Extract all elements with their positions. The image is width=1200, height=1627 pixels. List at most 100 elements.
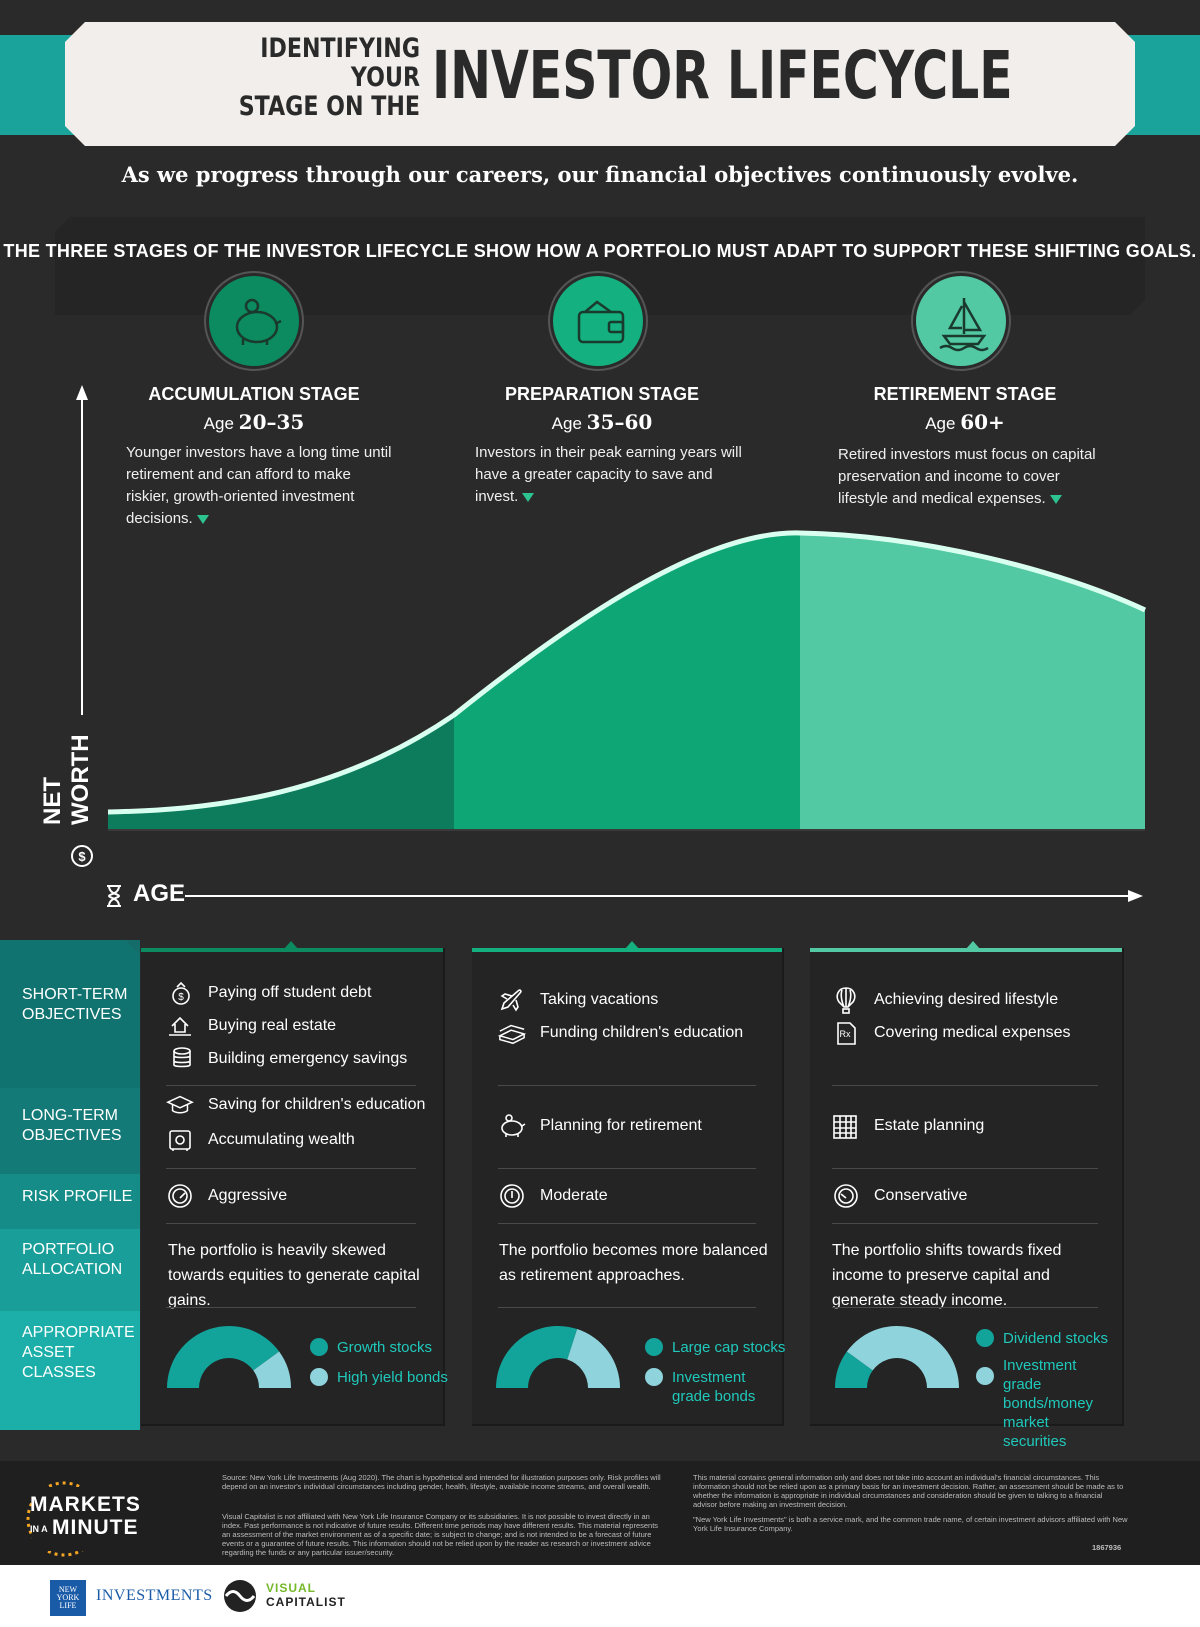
title-small-line2: STAGE ON THE <box>238 91 420 122</box>
svg-text:$: $ <box>178 992 184 1003</box>
divider <box>498 1168 756 1169</box>
airplane-icon <box>498 986 526 1014</box>
stage-1-age: Age 20–35 <box>203 410 305 434</box>
list-item: Estate planning <box>832 1112 984 1140</box>
list-item: Buying real estate <box>166 1012 336 1040</box>
brand-in-a: IN A <box>30 1524 48 1534</box>
money-bag-icon: $ <box>166 979 194 1007</box>
house-hand-icon <box>166 1012 194 1040</box>
donut-chart <box>835 1326 959 1388</box>
list-item: Accumulating wealth <box>166 1126 355 1154</box>
panel-top-bar <box>472 948 782 952</box>
row-label-short-term: SHORT-TERM OBJECTIVES <box>22 986 128 1023</box>
graduation-cap-icon <box>166 1091 194 1119</box>
piggy-bank-icon <box>206 273 302 369</box>
row-label-column <box>0 940 140 1430</box>
stage-1-title: ACCUMULATION STAGE <box>148 384 360 404</box>
dollar-icon: $ <box>71 845 93 867</box>
legend-item: Investment grade bonds <box>645 1368 775 1406</box>
stage-3-description: Retired investors must focus on capital … <box>838 446 1096 507</box>
x-axis-label: AGE <box>133 880 186 907</box>
vc-line1: VISUAL <box>266 1581 317 1595</box>
hourglass-icon <box>107 885 121 907</box>
row-label-long-term: LONG-TERM OBJECTIVES <box>22 1107 122 1144</box>
donut-chart <box>167 1326 291 1388</box>
divider <box>498 1307 756 1308</box>
panel-pointer <box>625 941 639 949</box>
disclaimer-3: "New York Life Investments" is both a se… <box>693 1515 1128 1533</box>
list-item: Aggressive <box>166 1182 287 1210</box>
page-title: INVESTOR LIFECYCLE <box>432 37 1013 114</box>
y-axis-label: NET WORTH <box>39 734 94 825</box>
legend-item: Investment grade bonds/money market secu… <box>976 1356 1116 1451</box>
panel-pointer <box>966 941 980 949</box>
list-item: Conservative <box>832 1182 967 1210</box>
divider <box>832 1307 1098 1308</box>
list-item: Rx Covering medical expenses <box>832 1019 1071 1047</box>
title-banner <box>65 22 1135 146</box>
y-axis-arrow <box>76 385 88 400</box>
divider <box>498 1223 756 1224</box>
list-item: Saving for children's education <box>166 1091 425 1119</box>
legend-dot <box>310 1368 328 1386</box>
list-item: $ Paying off student debt <box>166 979 371 1007</box>
coin-stack-icon <box>166 1045 194 1073</box>
allocation-text: The portfolio becomes more balanced as r… <box>499 1242 768 1284</box>
donut-slice-1 <box>846 1326 959 1388</box>
books-icon <box>498 1019 526 1047</box>
list-item: Achieving desired lifestyle <box>832 986 1058 1014</box>
intro-text: THE THREE STAGES OF THE INVESTOR LIFECYC… <box>3 241 1197 261</box>
divider <box>832 1085 1098 1086</box>
lifecycle-chart: $ <box>71 385 1147 907</box>
svg-text:Rx: Rx <box>840 1029 851 1039</box>
source-note: Source: New York Life Investments (Aug 2… <box>222 1473 661 1491</box>
markets-in-a-minute-logo <box>26 1481 112 1557</box>
divider <box>832 1223 1098 1224</box>
triangle-down-icon <box>196 514 209 524</box>
legend-dot <box>976 1329 994 1347</box>
visual-capitalist-icon <box>224 1580 256 1612</box>
building-document-icon <box>832 1112 860 1140</box>
legend-dot <box>645 1368 663 1386</box>
panel-pointer <box>284 941 298 949</box>
panel-top-bar <box>810 948 1122 952</box>
legend-item: Growth stocks <box>310 1338 432 1357</box>
partner-bar: NEW YORK LIFE INVESTMENTS VISUAL CAPITAL… <box>0 1565 1200 1627</box>
stage-2-title: PREPARATION STAGE <box>504 384 699 404</box>
legend-dot <box>645 1338 663 1356</box>
retirement-area <box>800 533 1145 829</box>
disclaimer-1: Visual Capitalist is not affiliated with… <box>222 1512 659 1557</box>
legend-dot <box>976 1367 994 1385</box>
net-worth-curve <box>107 530 1147 815</box>
title-small: IDENTIFYING YOUR STAGE ON THE <box>199 34 420 121</box>
donut-slice-1 <box>253 1351 291 1388</box>
triangle-down-icon <box>1049 494 1062 504</box>
piggy-bank-icon <box>498 1112 526 1140</box>
disclaimer-2: This material contains general informati… <box>693 1473 1124 1509</box>
divider <box>166 1223 416 1224</box>
subtitle: As we progress through our careers, our … <box>121 162 1079 187</box>
divider <box>166 1168 416 1169</box>
title-small-line1: IDENTIFYING YOUR <box>260 33 420 93</box>
donut-slice-0 <box>835 1351 873 1388</box>
stage-2-age: Age 35–60 <box>551 410 653 434</box>
stage-1-description: Younger investors have a long time until… <box>126 444 392 527</box>
row-label-risk: RISK PROFILE <box>22 1188 133 1205</box>
brand-line2: MINUTE <box>52 1516 139 1539</box>
hot-air-balloon-icon <box>832 986 860 1014</box>
legend-item: High yield bonds <box>310 1368 448 1387</box>
divider <box>166 1085 416 1086</box>
legend-item: Large cap stocks <box>645 1338 785 1357</box>
donut-chart <box>496 1326 620 1388</box>
svg-text:$: $ <box>78 849 86 864</box>
code: 1867936 <box>1092 1543 1122 1552</box>
preparation-area <box>454 532 800 829</box>
stage-3-title: RETIREMENT STAGE <box>873 384 1057 404</box>
donut-slice-0 <box>167 1326 280 1388</box>
wallet-icon <box>550 273 646 369</box>
sailboat-icon <box>913 273 1009 369</box>
prescription-icon: Rx <box>832 1019 860 1047</box>
accumulation-area <box>108 715 454 829</box>
divider <box>166 1307 416 1308</box>
nyl-logo: NEW YORK LIFE <box>50 1580 86 1616</box>
